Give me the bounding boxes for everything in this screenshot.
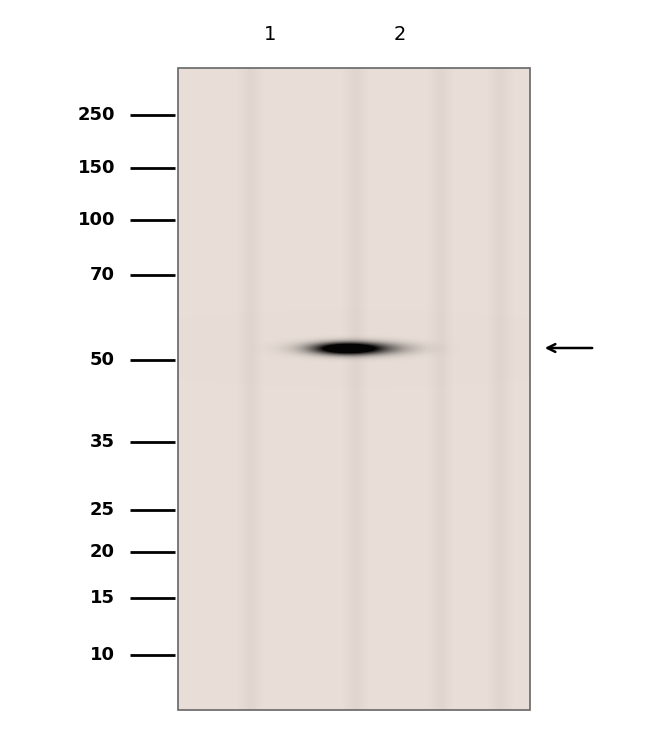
Text: 150: 150 [77,159,115,177]
Text: 10: 10 [90,646,115,664]
Text: 20: 20 [90,543,115,561]
Text: 25: 25 [90,501,115,519]
Text: 100: 100 [77,211,115,229]
Text: 15: 15 [90,589,115,607]
Text: 35: 35 [90,433,115,451]
Text: 2: 2 [394,26,406,45]
Text: 1: 1 [264,26,276,45]
Text: 50: 50 [90,351,115,369]
Text: 250: 250 [77,106,115,124]
Bar [178,68,530,710]
Text: 70: 70 [90,266,115,284]
